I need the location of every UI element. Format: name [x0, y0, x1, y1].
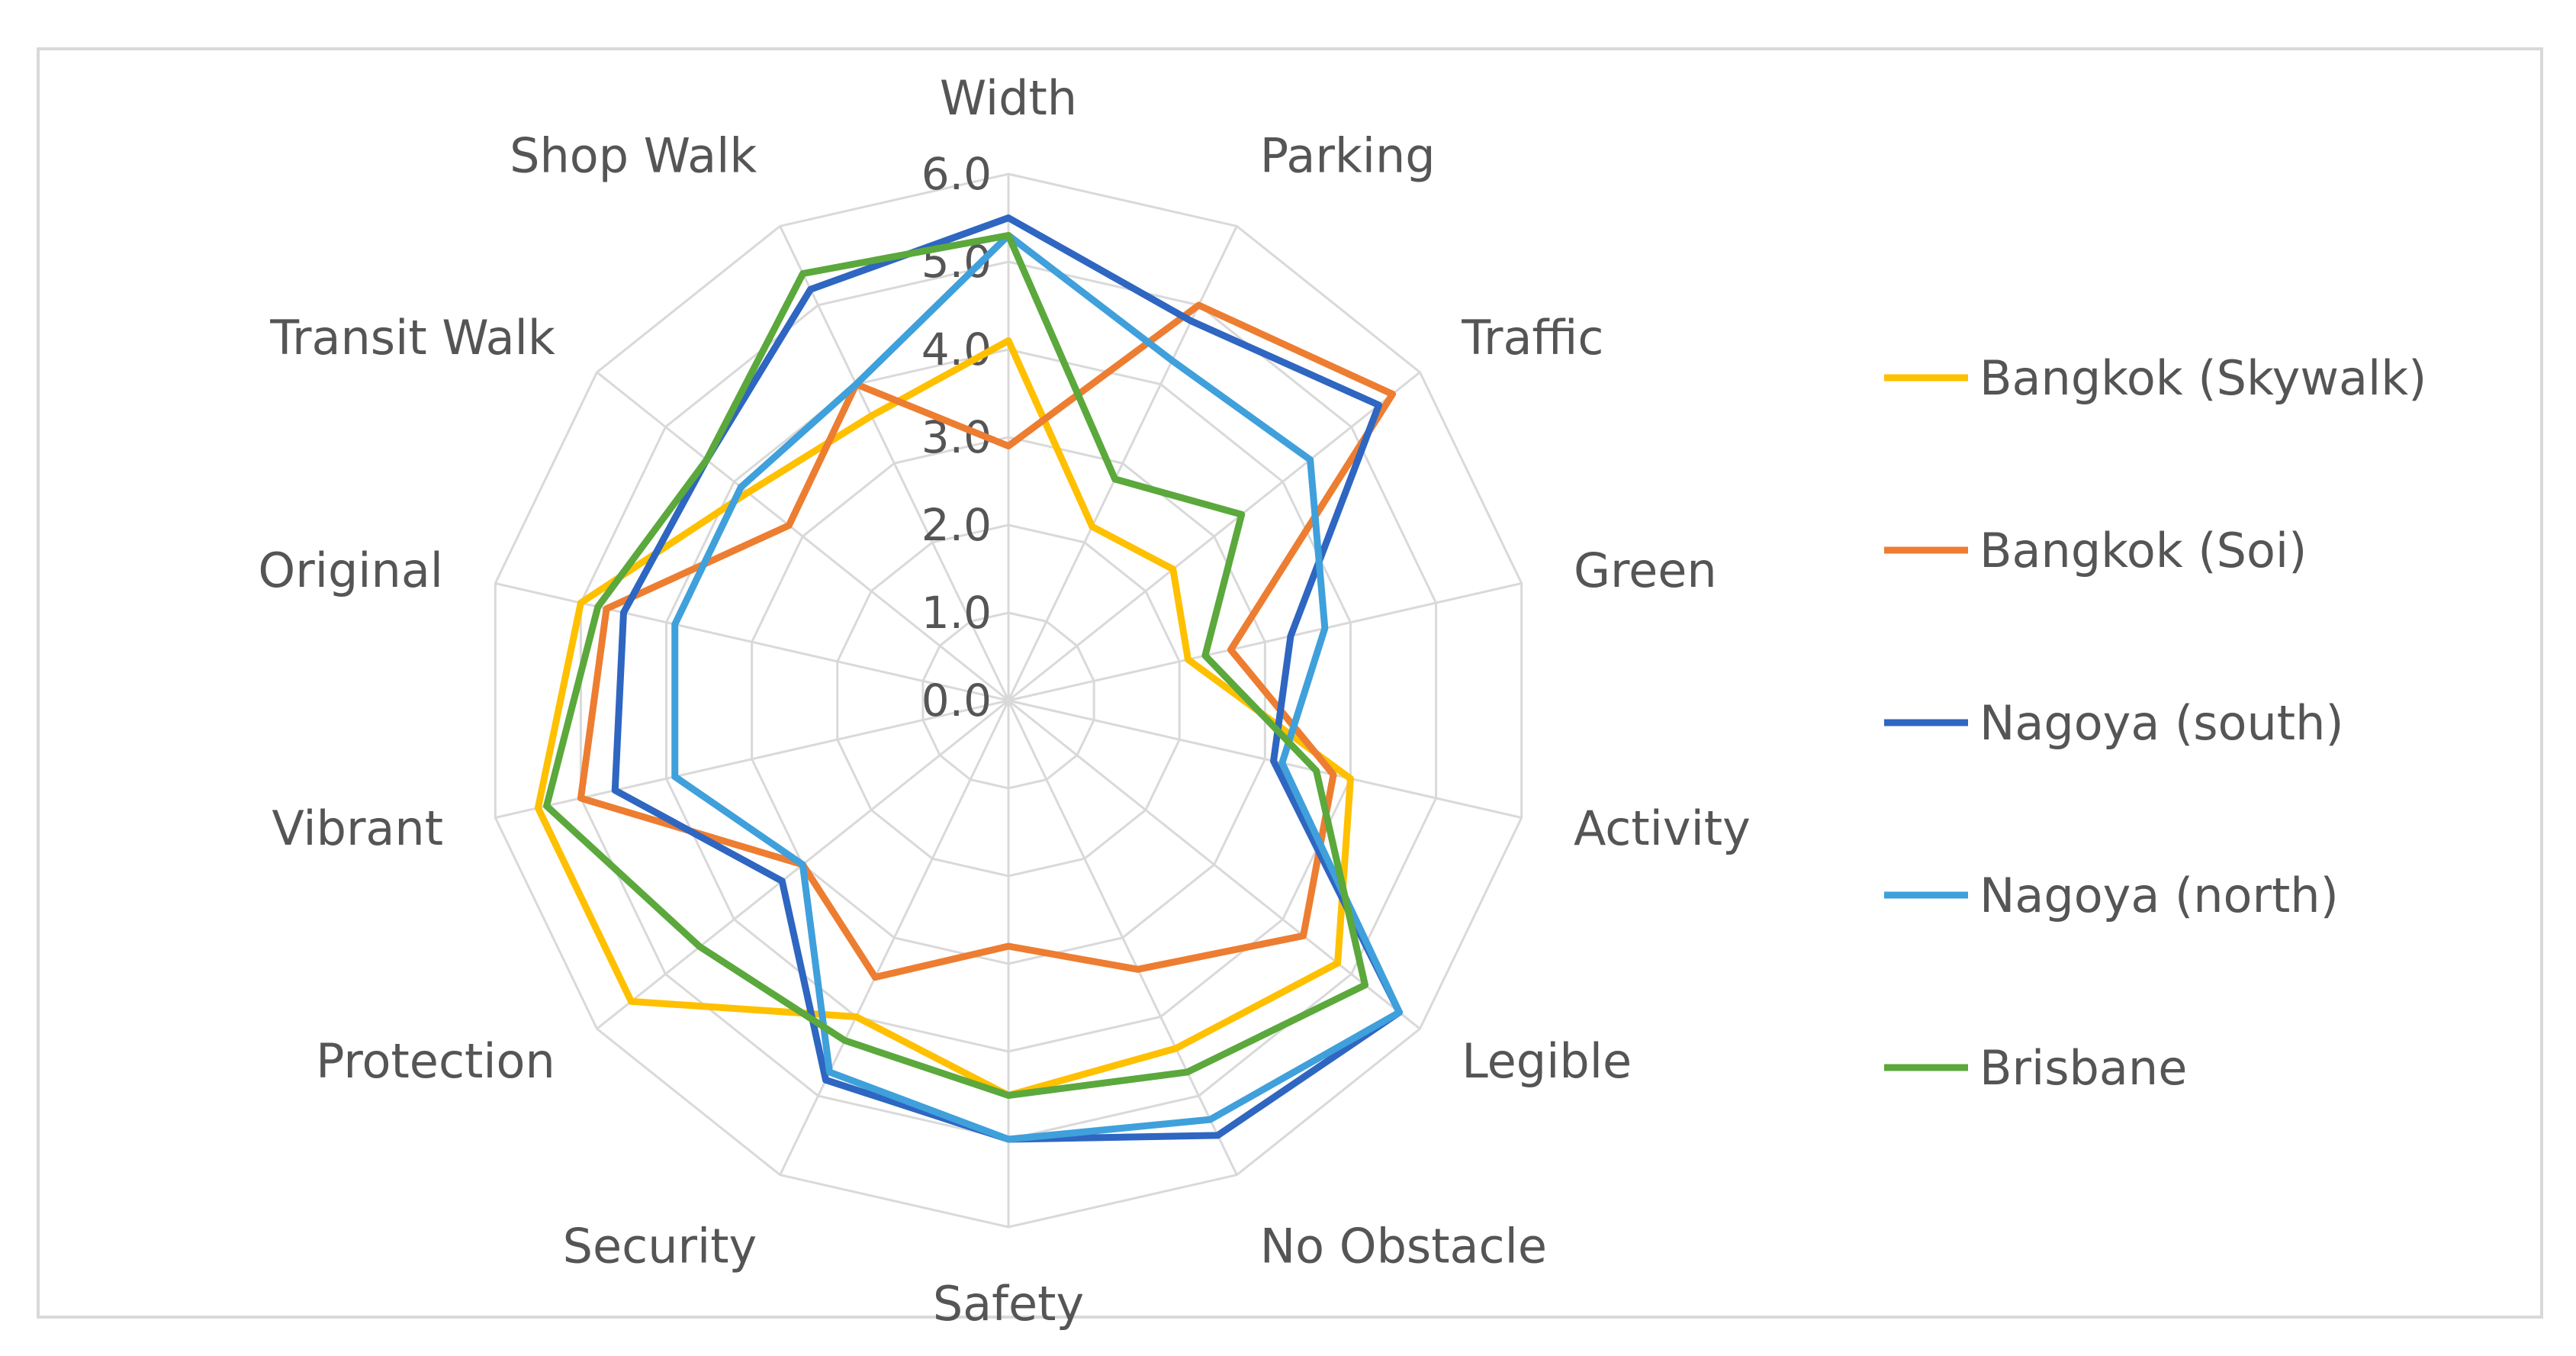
spoke-parking — [1007, 225, 1238, 701]
axis-label-safety: Safety — [933, 1276, 1084, 1332]
axis-label-no-obstacle: No Obstacle — [1260, 1219, 1547, 1274]
tick-label: 0.0 — [921, 675, 992, 726]
spoke-shop-walk — [779, 225, 1010, 701]
legend-label: Bangkok (Soi) — [1979, 523, 2307, 578]
axis-label-activity: Activity — [1574, 800, 1751, 856]
axis-label-shop-walk: Shop Walk — [510, 127, 757, 183]
series-line-nagoya-south — [611, 214, 1403, 1143]
spoke-traffic — [1008, 371, 1421, 702]
axis-label-transit-walk: Transit Walk — [269, 310, 555, 366]
axis-label-traffic: Traffic — [1461, 310, 1603, 366]
legend: Bangkok (Skywalk) Bangkok (Soi) Nagoya (so… — [1884, 350, 2426, 1096]
legend-item-nagoya-south: Nagoya (south) — [1884, 695, 2344, 751]
axis-labels: Width Parking Traffic Green Activity Legible N… — [258, 70, 1750, 1332]
legend-item-brisbane: Brisbane — [1884, 1040, 2187, 1096]
spoke-transit-walk — [596, 371, 1009, 702]
axis-label-security: Security — [563, 1219, 757, 1274]
axis-label-original: Original — [258, 543, 443, 598]
axis-label-protection: Protection — [316, 1033, 555, 1089]
spoke-no-obstacle — [1007, 700, 1238, 1176]
tick-label: 6.0 — [921, 148, 992, 200]
spoke-security — [779, 700, 1010, 1176]
axis-label-parking: Parking — [1260, 127, 1436, 183]
spoke-activity — [1008, 699, 1523, 820]
spoke-legible — [1008, 699, 1421, 1030]
axis-label-width: Width — [940, 70, 1077, 126]
series-line-nagoya-north — [671, 232, 1403, 1143]
legend-label: Nagoya (south) — [1979, 695, 2344, 751]
radar-grid — [494, 172, 1523, 1229]
axis-label-green: Green — [1574, 543, 1717, 598]
tick-label: 1.0 — [921, 587, 992, 639]
chart-frame — [37, 47, 2543, 1319]
axis-label-legible: Legible — [1462, 1033, 1632, 1089]
legend-label: Bangkok (Skywalk) — [1979, 350, 2426, 406]
legend-item-nagoya-north: Nagoya (north) — [1884, 868, 2339, 923]
series-line-bangkok-soi — [577, 301, 1396, 981]
legend-item-bangkok-skywalk: Bangkok (Skywalk) — [1884, 350, 2426, 406]
series-line-brisbane — [543, 232, 1369, 1099]
axis-label-vibrant: Vibrant — [272, 800, 443, 856]
series-lines — [534, 214, 1403, 1143]
legend-label: Nagoya (north) — [1979, 868, 2339, 923]
legend-label: Brisbane — [1979, 1040, 2187, 1096]
spoke-green — [1008, 581, 1523, 702]
legend-item-bangkok-soi: Bangkok (Soi) — [1884, 523, 2307, 578]
tick-label: 2.0 — [921, 499, 992, 551]
